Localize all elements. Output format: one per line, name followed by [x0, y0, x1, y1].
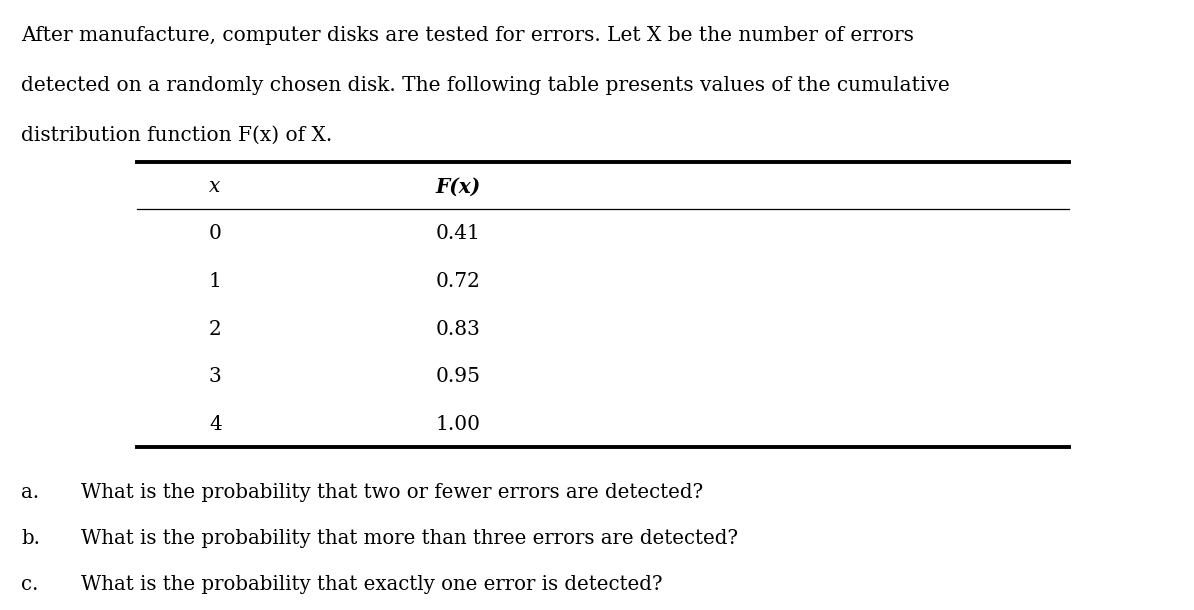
Text: F(x): F(x) — [436, 176, 481, 196]
Text: distribution function F(x) of X.: distribution function F(x) of X. — [21, 126, 333, 145]
Text: a.: a. — [21, 483, 39, 501]
Text: 1.00: 1.00 — [436, 415, 481, 434]
Text: 0.95: 0.95 — [436, 367, 481, 386]
Text: 0.72: 0.72 — [436, 272, 481, 291]
Text: 3: 3 — [209, 367, 222, 386]
Text: What is the probability that more than three errors are detected?: What is the probability that more than t… — [81, 529, 738, 548]
Text: 2: 2 — [209, 320, 222, 339]
Text: 0.41: 0.41 — [436, 224, 481, 243]
Text: 4: 4 — [209, 415, 222, 434]
Text: 1: 1 — [209, 272, 222, 291]
Text: b.: b. — [21, 529, 41, 548]
Text: x: x — [209, 177, 221, 196]
Text: After manufacture, computer disks are tested for errors. Let X be the number of : After manufacture, computer disks are te… — [21, 26, 915, 45]
Text: 0: 0 — [209, 224, 222, 243]
Text: What is the probability that exactly one error is detected?: What is the probability that exactly one… — [81, 575, 663, 594]
Text: detected on a randomly chosen disk. The following table presents values of the c: detected on a randomly chosen disk. The … — [21, 76, 950, 95]
Text: c.: c. — [21, 575, 39, 594]
Text: 0.83: 0.83 — [436, 320, 481, 339]
Text: What is the probability that two or fewer errors are detected?: What is the probability that two or fewe… — [81, 483, 703, 501]
